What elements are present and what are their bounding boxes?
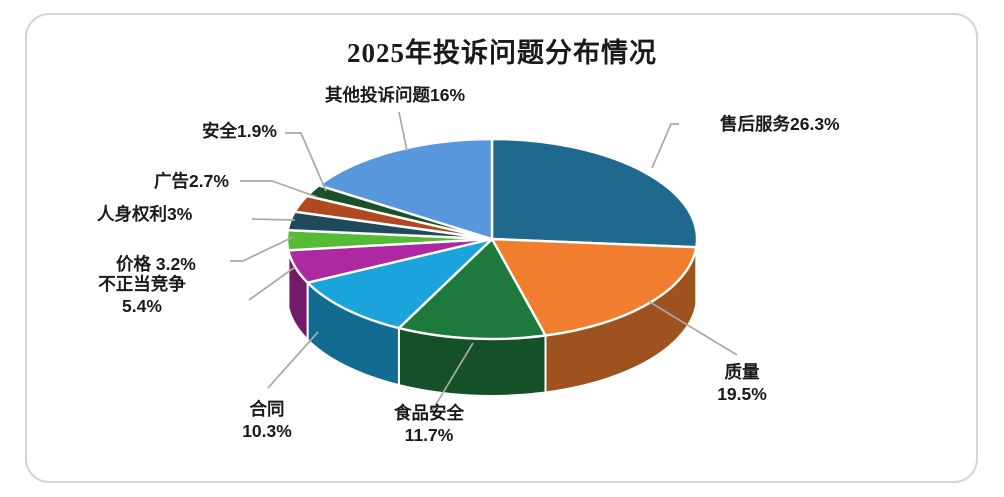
leader-line-other [398, 111, 408, 152]
pie-slice-9 [317, 137, 494, 241]
leader-line-ad [240, 180, 318, 198]
slice-label-personal-rights: 人身权利3% [97, 204, 193, 224]
pie-slices [285, 137, 699, 397]
leader-line-price [230, 236, 294, 262]
pie-slice-1 [490, 237, 698, 337]
slice-label-advertising: 广告2.7% [154, 171, 229, 191]
leader-lines [230, 111, 738, 412]
leader-line-safety [285, 132, 327, 192]
slice-label-unfair-competition: 不正当竞争 5.4% [98, 274, 186, 316]
leader-line-quality [647, 300, 738, 356]
pie-slice-2 [397, 237, 547, 341]
slice-label-safety: 安全1.9% [202, 121, 277, 141]
slice-label-other-complaints: 其他投诉问题16% [325, 85, 466, 105]
leader-line-contract [267, 331, 319, 389]
slice-label-contract: 合同 10.3% [242, 399, 292, 441]
slice-label-aftersale: 售后服务26.3% [720, 114, 840, 134]
leader-line-food [431, 342, 474, 412]
leader-line-aftersale [651, 123, 679, 169]
slice-label-food-safety: 食品安全 11.7% [394, 403, 464, 445]
leader-line-rights [251, 218, 296, 221]
pie-slice-0 [490, 137, 699, 249]
slice-label-quality: 质量 19.5% [717, 362, 767, 404]
chart-title: 2025年投诉问题分布情况 [347, 38, 657, 68]
pie-slice-3 [306, 237, 494, 330]
leader-line-unfair [248, 266, 296, 301]
slice-label-price: 价格 3.2% [116, 254, 196, 274]
